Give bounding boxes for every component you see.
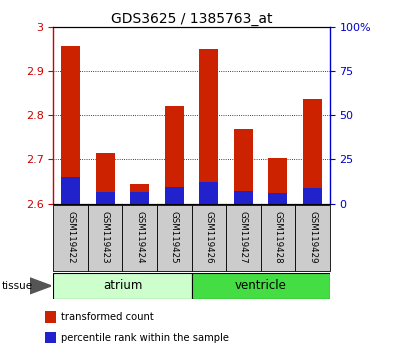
Bar [165,106,184,204]
Text: GSM119427: GSM119427 [239,211,248,263]
Polygon shape [30,278,51,294]
Text: atrium: atrium [103,279,142,292]
Bar [45,332,56,343]
Bar [130,184,149,204]
Bar [61,46,80,204]
Text: GSM119422: GSM119422 [66,211,75,263]
Bar [269,193,288,204]
Bar [199,182,218,204]
Title: GDS3625 / 1385763_at: GDS3625 / 1385763_at [111,12,272,25]
Bar [165,187,184,204]
Text: percentile rank within the sample: percentile rank within the sample [61,332,229,343]
Bar [53,273,192,299]
Text: GSM119429: GSM119429 [308,211,317,263]
Bar [199,48,218,204]
Text: GSM119425: GSM119425 [170,211,179,263]
Bar [157,205,192,271]
Bar [303,99,322,204]
Bar [96,153,115,204]
Text: tissue: tissue [2,281,33,291]
Bar [45,312,56,323]
Bar [295,205,330,271]
Text: GSM119428: GSM119428 [273,211,282,263]
Bar [96,193,115,204]
Bar [261,205,295,271]
Text: GSM119423: GSM119423 [101,211,110,263]
Text: GSM119424: GSM119424 [135,211,144,263]
Bar [53,205,88,271]
Bar [122,205,157,271]
Bar [130,192,149,204]
Text: GSM119426: GSM119426 [204,211,213,263]
Bar [192,273,330,299]
Bar [192,205,226,271]
Bar [61,177,80,204]
Bar [234,129,253,204]
Text: ventricle: ventricle [235,279,287,292]
Text: transformed count: transformed count [61,312,154,322]
Bar [88,205,122,271]
Bar [269,158,288,204]
Bar [234,191,253,204]
Bar [303,188,322,204]
Bar [226,205,261,271]
